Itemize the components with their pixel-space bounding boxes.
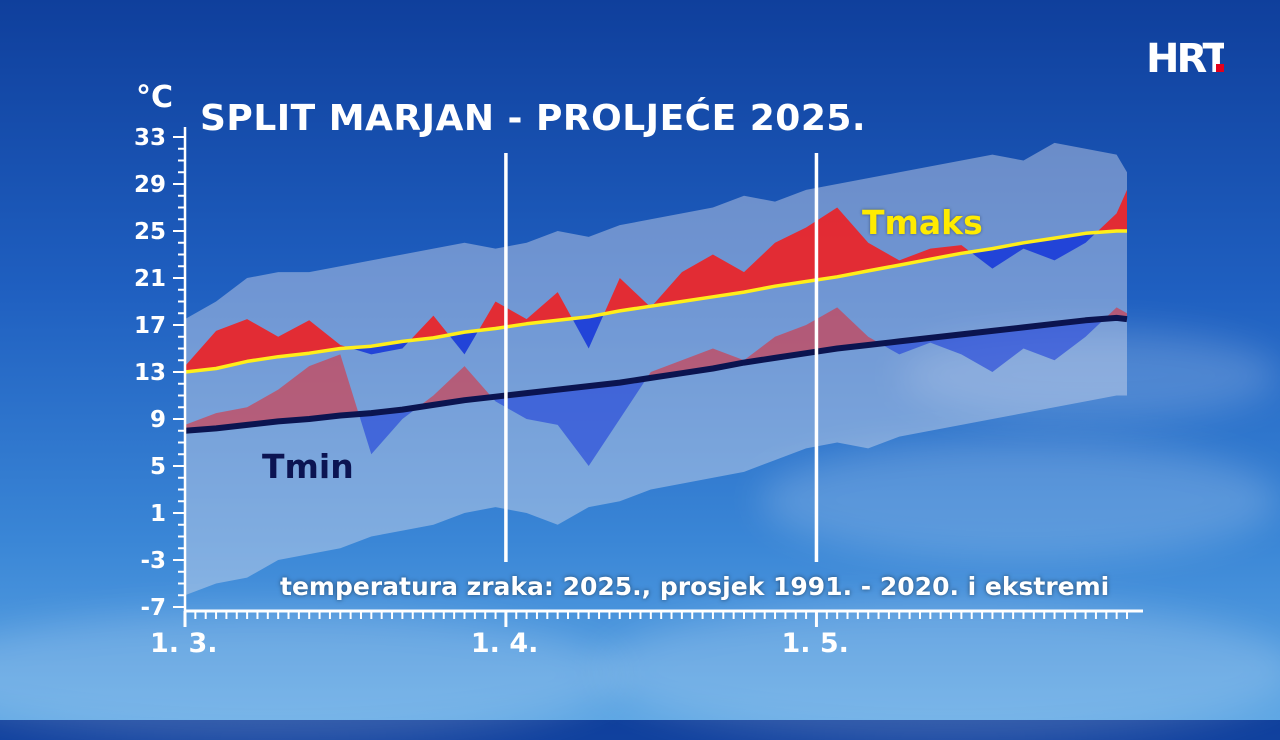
chart-subtitle: temperatura zraka: 2025., prosjek 1991. … bbox=[280, 572, 1110, 601]
logo-text: HRT bbox=[1146, 36, 1224, 76]
hrt-logo: HRT bbox=[1146, 36, 1224, 76]
y-tick-label: 5 bbox=[150, 454, 166, 480]
tmin-average-line bbox=[184, 314, 1128, 434]
y-tick-label: 29 bbox=[134, 172, 166, 198]
tmax-above-avg-area bbox=[185, 189, 1127, 372]
y-tick-label: 13 bbox=[134, 360, 166, 386]
x-tick-label: 1. 4. bbox=[471, 628, 539, 659]
y-tick-label: 21 bbox=[134, 266, 166, 292]
tmin-below-avg-area bbox=[185, 317, 1127, 466]
y-tick-label: 25 bbox=[134, 219, 166, 245]
tmin-series-label: Tmin bbox=[262, 447, 354, 486]
x-tick-label: 1. 5. bbox=[781, 628, 849, 659]
y-tick-label: -3 bbox=[140, 548, 166, 574]
tmax-series-label: Tmaks bbox=[862, 203, 983, 242]
temperature-chart: 33 29 25 21 17 13 9 5 1 -3 -7 1. 3. 1. 4. 1. 5. bbox=[134, 125, 1128, 659]
y-tick-label: 1 bbox=[150, 501, 166, 527]
y-tick-label: 17 bbox=[134, 313, 166, 339]
tmax-average-line bbox=[184, 229, 1127, 374]
chart-title: SPLIT MARJAN - PROLJEĆE 2025. bbox=[200, 98, 867, 139]
y-tick-label: -7 bbox=[140, 595, 166, 621]
x-tick-label: 1. 3. bbox=[150, 628, 218, 659]
y-tick-label: 9 bbox=[150, 407, 166, 433]
y-tick-label: 33 bbox=[134, 125, 166, 151]
unit-label: °C bbox=[136, 80, 174, 115]
